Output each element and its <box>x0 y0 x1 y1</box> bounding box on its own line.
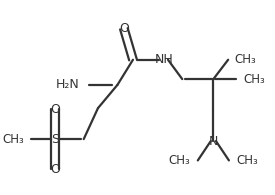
Text: O: O <box>119 22 129 35</box>
Text: N: N <box>209 135 218 148</box>
Text: CH₃: CH₃ <box>2 133 24 146</box>
Text: CH₃: CH₃ <box>234 53 256 66</box>
Text: O: O <box>50 163 60 176</box>
Text: S: S <box>51 133 59 146</box>
Text: CH₃: CH₃ <box>243 73 265 86</box>
Text: CH₃: CH₃ <box>237 154 258 167</box>
Text: NH: NH <box>155 53 174 66</box>
Text: CH₃: CH₃ <box>168 154 190 167</box>
Text: O: O <box>50 103 60 116</box>
Text: H₂N: H₂N <box>56 78 80 91</box>
